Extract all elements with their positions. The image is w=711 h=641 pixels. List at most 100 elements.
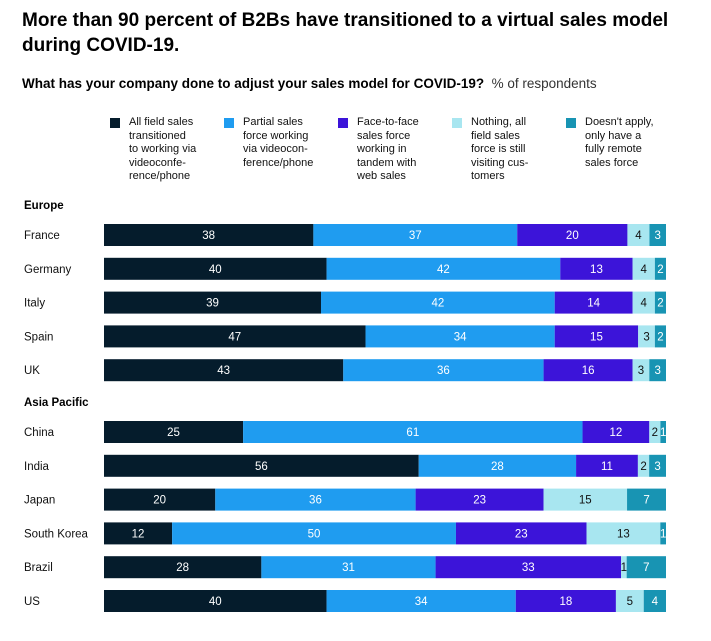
bar-segment-face-to-face bbox=[515, 590, 616, 612]
bar-value-label: 33 bbox=[522, 562, 535, 574]
bar-segment-all-field-sales bbox=[104, 590, 327, 612]
legend-swatch bbox=[566, 118, 576, 128]
bar-value-label: 42 bbox=[431, 298, 444, 310]
bar-segment-nothing bbox=[632, 257, 655, 280]
bar-value-label: 20 bbox=[153, 495, 166, 507]
bar-segment-nothing bbox=[632, 359, 650, 382]
bar-segment-face-to-face bbox=[455, 522, 587, 545]
country-label: China bbox=[24, 427, 55, 439]
bar-value-label: 15 bbox=[590, 331, 603, 343]
bar-segment-all-field-sales bbox=[104, 359, 344, 382]
bar-segment-face-to-face bbox=[554, 325, 639, 348]
bar-value-label: 3 bbox=[654, 365, 660, 377]
bar-value-label: 2 bbox=[657, 331, 663, 343]
bar-segment-doesnt-apply bbox=[649, 359, 666, 382]
bar-value-label: 38 bbox=[202, 230, 215, 242]
country-label: India bbox=[24, 461, 50, 473]
region-label: Europe bbox=[24, 200, 64, 212]
bar-value-label: 2 bbox=[657, 264, 663, 276]
bar-value-label: 23 bbox=[473, 495, 486, 507]
bar-segment-all-field-sales bbox=[104, 556, 262, 579]
chart-subtitle: What has your company done to adjust you… bbox=[22, 75, 702, 93]
bar-segment-partial-sales bbox=[215, 488, 416, 511]
bar-value-label: 13 bbox=[590, 264, 603, 276]
bar-value-label: 37 bbox=[409, 230, 422, 242]
bar-value-label: 1 bbox=[660, 528, 666, 540]
unit-label: % of respondents bbox=[491, 76, 597, 91]
bar-segment-doesnt-apply bbox=[649, 224, 666, 246]
bar-value-label: 28 bbox=[491, 461, 504, 473]
bar-value-label: 11 bbox=[601, 461, 613, 473]
bar-segment-all-field-sales bbox=[104, 454, 419, 477]
bar-segment-doesnt-apply bbox=[660, 522, 666, 545]
country-label: UK bbox=[24, 365, 40, 377]
bar-value-label: 31 bbox=[342, 562, 355, 574]
bar-segment-doesnt-apply bbox=[649, 454, 666, 477]
question-text: What has your company done to adjust you… bbox=[22, 76, 485, 91]
bar-segment-nothing bbox=[638, 325, 655, 348]
bar-value-label: 4 bbox=[641, 298, 648, 310]
bar-segment-partial-sales bbox=[365, 325, 555, 348]
bar-value-label: 12 bbox=[132, 528, 145, 540]
bar-segment-face-to-face bbox=[554, 291, 633, 314]
bar-value-label: 36 bbox=[309, 495, 322, 507]
bar-value-label: 23 bbox=[515, 528, 528, 540]
bar-value-label: 2 bbox=[652, 427, 658, 439]
bar-value-label: 3 bbox=[638, 365, 644, 377]
bar-segment-nothing bbox=[632, 291, 655, 314]
bar-value-label: 40 bbox=[209, 264, 222, 276]
country-label: Japan bbox=[24, 495, 55, 507]
legend-label: Face-to-face sales force working in tandem … bbox=[357, 116, 419, 182]
bar-value-label: 13 bbox=[617, 528, 630, 540]
country-label: Brazil bbox=[24, 562, 53, 574]
bar-segment-all-field-sales bbox=[104, 257, 327, 280]
bar-value-label: 42 bbox=[437, 264, 450, 276]
bar-value-label: 18 bbox=[559, 596, 572, 608]
legend-label: Doesn't apply, only have a fully remote sal… bbox=[585, 116, 654, 169]
legend-swatch bbox=[452, 118, 462, 128]
bar-value-label: 4 bbox=[641, 264, 648, 276]
bar-segment-partial-sales bbox=[343, 359, 544, 382]
bar-segment-all-field-sales bbox=[104, 421, 244, 443]
bar-segment-face-to-face bbox=[435, 556, 622, 579]
bar-value-label: 3 bbox=[655, 230, 661, 242]
bar-segment-face-to-face bbox=[576, 454, 638, 477]
legend-label: Nothing, all field sales force is still vis… bbox=[471, 116, 529, 182]
bar-segment-nothing bbox=[627, 224, 650, 246]
bar-value-label: 2 bbox=[657, 298, 663, 310]
bar-value-label: 5 bbox=[627, 596, 633, 608]
bar-segment-partial-sales bbox=[313, 224, 518, 246]
bar-value-label: 7 bbox=[643, 495, 649, 507]
bar-value-label: 43 bbox=[217, 365, 230, 377]
country-label: Italy bbox=[24, 298, 45, 310]
bar-value-label: 7 bbox=[643, 562, 649, 574]
bar-segment-face-to-face bbox=[517, 224, 628, 246]
bar-segment-doesnt-apply bbox=[626, 556, 666, 579]
legend-swatch bbox=[110, 118, 120, 128]
bar-value-label: 16 bbox=[582, 365, 595, 377]
bar-segment-nothing bbox=[637, 454, 650, 477]
bar-segment-face-to-face bbox=[560, 257, 633, 280]
bar-segment-partial-sales bbox=[172, 522, 456, 545]
bar-segment-doesnt-apply bbox=[654, 291, 666, 314]
bar-segment-partial-sales bbox=[321, 291, 555, 314]
bar-value-label: 47 bbox=[228, 331, 241, 343]
bar-value-label: 3 bbox=[654, 461, 660, 473]
bar-segment-doesnt-apply bbox=[654, 257, 666, 280]
bar-segment-face-to-face bbox=[415, 488, 544, 511]
legend-swatch bbox=[224, 118, 234, 128]
bar-segment-partial-sales bbox=[261, 556, 436, 579]
country-label: Spain bbox=[24, 331, 53, 343]
bar-segment-nothing bbox=[649, 421, 661, 443]
country-label: France bbox=[24, 230, 60, 242]
legend-label: Partial sales force working via videocon-f… bbox=[243, 116, 314, 169]
bar-segment-nothing bbox=[586, 522, 661, 545]
bar-value-label: 40 bbox=[209, 596, 222, 608]
legend-swatch bbox=[338, 118, 348, 128]
bar-value-label: 50 bbox=[308, 528, 321, 540]
bar-segment-doesnt-apply bbox=[627, 488, 666, 511]
country-label: Germany bbox=[24, 264, 72, 276]
bar-value-label: 4 bbox=[635, 230, 642, 242]
bar-value-label: 12 bbox=[610, 427, 623, 439]
bar-segment-doesnt-apply bbox=[660, 421, 666, 443]
